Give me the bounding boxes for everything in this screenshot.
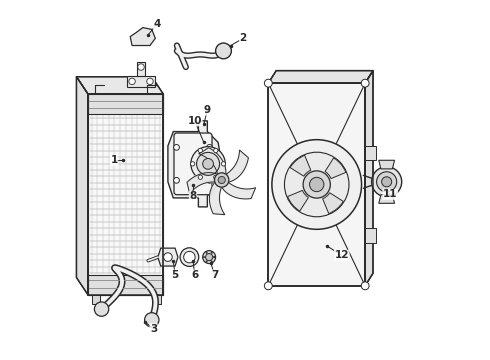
Circle shape	[214, 175, 218, 179]
Text: 11: 11	[383, 189, 397, 199]
Polygon shape	[130, 28, 155, 45]
Polygon shape	[76, 77, 88, 295]
Polygon shape	[222, 183, 256, 199]
Circle shape	[214, 256, 215, 258]
Circle shape	[173, 144, 179, 150]
Polygon shape	[152, 295, 161, 304]
Circle shape	[211, 252, 212, 253]
Text: 10: 10	[188, 116, 202, 126]
Circle shape	[272, 140, 362, 229]
Text: 12: 12	[335, 250, 349, 260]
Polygon shape	[227, 150, 248, 182]
Polygon shape	[269, 83, 365, 286]
Polygon shape	[379, 195, 394, 203]
Polygon shape	[199, 148, 226, 173]
Polygon shape	[126, 76, 155, 87]
Wedge shape	[290, 155, 311, 176]
Circle shape	[211, 261, 212, 262]
Circle shape	[207, 177, 212, 183]
Circle shape	[203, 251, 216, 264]
Text: 1: 1	[110, 155, 118, 165]
Circle shape	[191, 162, 195, 166]
Circle shape	[214, 148, 218, 153]
Text: 6: 6	[191, 270, 198, 280]
Polygon shape	[365, 146, 376, 160]
Circle shape	[361, 79, 369, 87]
Polygon shape	[168, 121, 221, 207]
Circle shape	[303, 171, 330, 198]
Text: 5: 5	[172, 270, 179, 280]
Circle shape	[138, 64, 144, 70]
Circle shape	[218, 176, 225, 184]
Circle shape	[371, 167, 402, 197]
Circle shape	[221, 162, 225, 166]
Polygon shape	[137, 62, 146, 76]
Polygon shape	[88, 94, 163, 114]
Circle shape	[203, 256, 205, 258]
Text: 2: 2	[240, 33, 247, 43]
Circle shape	[215, 173, 229, 187]
Circle shape	[198, 175, 202, 179]
Wedge shape	[325, 158, 346, 179]
Circle shape	[205, 253, 213, 261]
Circle shape	[95, 302, 109, 316]
Circle shape	[382, 177, 392, 187]
Circle shape	[206, 261, 207, 262]
Circle shape	[377, 172, 397, 192]
Circle shape	[214, 256, 215, 258]
Circle shape	[310, 177, 324, 192]
Circle shape	[191, 147, 225, 181]
Polygon shape	[365, 71, 373, 286]
Polygon shape	[209, 183, 225, 215]
Polygon shape	[76, 77, 163, 94]
Circle shape	[198, 148, 202, 153]
Wedge shape	[288, 190, 308, 211]
Circle shape	[216, 43, 231, 59]
Polygon shape	[365, 228, 376, 243]
Circle shape	[196, 152, 220, 175]
Circle shape	[145, 313, 159, 327]
Circle shape	[203, 158, 214, 169]
Circle shape	[285, 152, 349, 217]
Circle shape	[265, 282, 272, 290]
Circle shape	[147, 78, 153, 85]
Circle shape	[184, 251, 195, 263]
Circle shape	[206, 252, 207, 253]
Circle shape	[361, 282, 369, 290]
Circle shape	[265, 79, 272, 87]
Text: 9: 9	[204, 105, 211, 115]
Polygon shape	[269, 71, 373, 83]
Polygon shape	[88, 94, 163, 295]
FancyBboxPatch shape	[174, 133, 212, 195]
Circle shape	[207, 144, 212, 150]
Circle shape	[164, 253, 172, 261]
Circle shape	[129, 78, 135, 85]
Circle shape	[180, 248, 199, 266]
Polygon shape	[158, 248, 178, 266]
Text: 3: 3	[150, 324, 157, 334]
Text: 4: 4	[153, 19, 161, 29]
Polygon shape	[92, 295, 100, 304]
Circle shape	[173, 177, 179, 183]
Polygon shape	[88, 275, 163, 295]
Polygon shape	[379, 160, 394, 169]
Text: 8: 8	[189, 191, 196, 201]
Polygon shape	[187, 172, 217, 194]
Text: 7: 7	[211, 270, 218, 280]
Wedge shape	[322, 193, 343, 213]
